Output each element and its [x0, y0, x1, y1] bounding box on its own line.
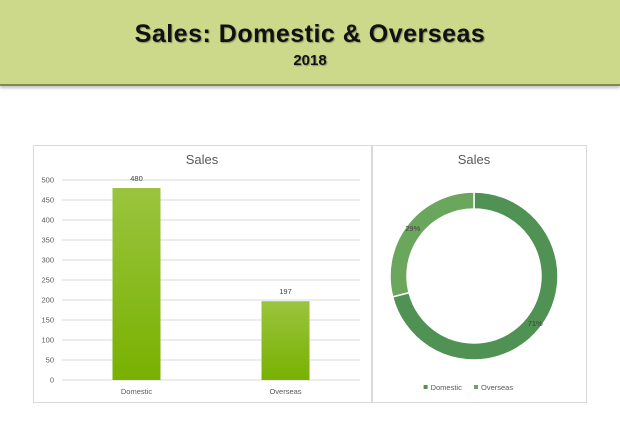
bar-data-label: 480	[130, 174, 143, 183]
page-title: Sales: Domestic & Overseas	[134, 20, 486, 48]
y-tick-label: 0	[50, 376, 54, 385]
donut-slice-overseas	[389, 191, 475, 298]
bar-chart-panel: Sales 0 50 100 150 200 250 300 350 400 450 500 480…	[33, 145, 372, 403]
bar-data-label: 197	[279, 287, 292, 296]
y-tick-label: 200	[41, 296, 54, 305]
bar-domestic	[112, 188, 161, 380]
donut-chart: Sales 71% 29% Domestic Overseas	[389, 152, 559, 392]
donut-chart-panel: Sales 71% 29% Domestic Overseas	[372, 145, 587, 403]
bar-chart-title: Sales	[186, 152, 219, 167]
y-tick-label: 400	[41, 216, 54, 225]
legend-label: Domestic	[431, 383, 463, 392]
donut-data-label: 71%	[528, 319, 543, 328]
y-tick-label: 100	[41, 336, 54, 345]
legend-swatch	[474, 385, 478, 389]
x-tick-label: Overseas	[269, 387, 301, 396]
bar-chart: Sales 0 50 100 150 200 250 300 350 400 450 500 480…	[41, 152, 360, 396]
legend-label: Overseas	[481, 383, 513, 392]
legend-swatch	[423, 385, 428, 389]
y-tick-label: 300	[41, 256, 54, 265]
header-banner: Sales: Domestic & Overseas 2018	[0, 0, 620, 86]
bar-overseas	[261, 301, 310, 380]
page-subtitle: 2018	[293, 52, 327, 69]
x-tick-label: Domestic	[121, 387, 153, 396]
y-tick-label: 450	[41, 196, 54, 205]
y-tick-label: 250	[41, 276, 54, 285]
donut-data-label: 29%	[405, 224, 420, 233]
donut-slice-domestic	[391, 191, 559, 361]
donut-chart-title: Sales	[458, 152, 491, 167]
y-tick-label: 50	[46, 356, 54, 365]
y-tick-label: 350	[41, 236, 54, 245]
y-tick-label: 500	[41, 176, 54, 185]
y-tick-label: 150	[41, 316, 54, 325]
